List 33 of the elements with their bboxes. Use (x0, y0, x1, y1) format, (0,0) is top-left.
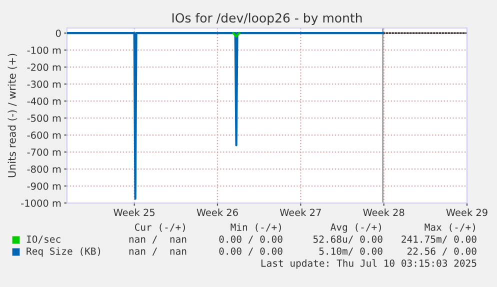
text: 0.00 / 0.00 (219, 247, 282, 256)
x-tick-label: Week 26 (196, 208, 238, 216)
text: 0.00 / 0.00 (219, 235, 282, 244)
text: Max (-/+) (424, 223, 475, 232)
x-tick-label: Week 27 (280, 208, 321, 216)
y-tick-label: -100 m (27, 46, 61, 54)
text: nan / nan (129, 236, 186, 244)
text: Cur (-/+) (134, 223, 185, 232)
text: 22.56 / 0.00 (407, 247, 476, 256)
y-tick-label: -300 m (27, 80, 61, 88)
chart-title: IOs for /dev/loop26 - by month (172, 12, 362, 26)
y-tick-label: -1000 m (21, 199, 61, 207)
y-tick-label: -400 m (27, 98, 61, 105)
y-tick-label: -200 m (27, 64, 61, 71)
x-tick-label: Week 29 (446, 208, 488, 216)
text: 52.68u/ 0.00 (313, 235, 382, 244)
y-axis-title: Units read (-) / write (+) (8, 54, 18, 178)
text: 5.10m/ 0.00 (319, 247, 382, 256)
legend-label: Req Size (KB) (26, 247, 100, 257)
text: Avg (-/+) (330, 223, 381, 233)
y-tick-label: -700 m (27, 148, 61, 156)
y-tick-label: -500 m (27, 114, 61, 122)
y-tick-label: 0 (56, 30, 61, 37)
text: Min (-/+) (230, 223, 281, 232)
x-tick-label: Week 25 (114, 208, 155, 216)
text: Last update: Thu Jul 10 03:15:03 2025 (261, 259, 476, 269)
y-tick-label: -900 m (27, 182, 61, 190)
text: 241.75m/ 0.00 (402, 235, 476, 244)
y-tick-label: -800 m (27, 165, 61, 173)
x-tick-label: Week 28 (363, 208, 404, 216)
legend-label: IO/sec (26, 235, 60, 244)
text: nan / nan (129, 248, 186, 256)
y-tick-label: -600 m (27, 132, 61, 139)
